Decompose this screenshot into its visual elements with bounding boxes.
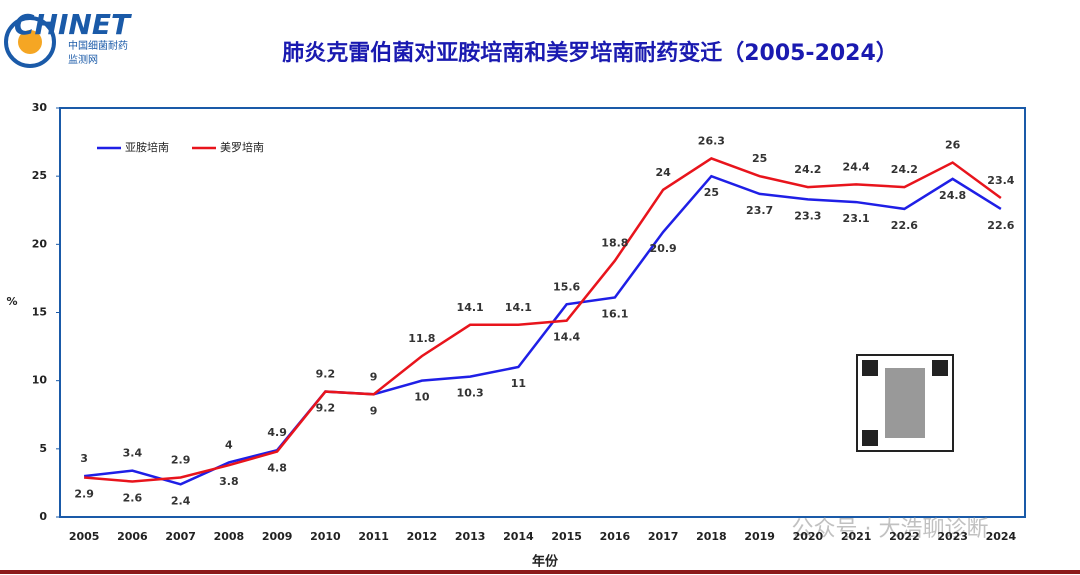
y-tick-label: 20 (32, 237, 48, 250)
x-tick-label: 2007 (165, 530, 196, 543)
x-tick-label: 2014 (503, 530, 534, 543)
watermark: 公众号 · 大浩聊诊断 (792, 517, 989, 542)
logo-name: CHINET (14, 8, 132, 41)
data-label: 3 (80, 452, 88, 465)
data-label: 9.2 (316, 402, 336, 415)
y-tick-label: 5 (39, 442, 47, 455)
data-label: 4.9 (267, 426, 287, 439)
legend-label: 美罗培南 (220, 140, 264, 154)
x-tick-label: 2006 (117, 530, 148, 543)
data-label: 24.2 (891, 163, 918, 176)
data-label: 11 (511, 377, 526, 390)
data-label: 2.9 (171, 453, 191, 466)
logo-dot (18, 30, 42, 54)
x-tick-label: 2011 (358, 530, 389, 543)
x-tick-label: 2012 (407, 530, 438, 543)
data-label: 26.3 (698, 134, 725, 147)
data-label: 9 (370, 404, 378, 417)
y-tick-label: 30 (32, 101, 48, 114)
data-label: 22.6 (891, 219, 918, 232)
data-label: 14.4 (553, 331, 580, 344)
plot-frame (59, 107, 1026, 518)
y-tick-label: 0 (39, 510, 47, 523)
x-tick-label: 2008 (214, 530, 245, 543)
series-line (84, 157, 1002, 483)
x-tick-label: 2023 (937, 530, 968, 543)
x-tick-label: 2013 (455, 530, 486, 543)
data-label: 25 (704, 186, 719, 199)
data-label: 11.8 (408, 332, 435, 345)
data-label: 10 (414, 391, 430, 404)
x-tick-label: 2017 (648, 530, 679, 543)
data-label: 2.4 (171, 494, 191, 507)
qr-code (856, 354, 954, 452)
data-label: 23.1 (843, 212, 870, 225)
x-tick-label: 2010 (310, 530, 341, 543)
data-label: 15.6 (553, 280, 580, 293)
data-label: 26 (945, 139, 961, 152)
y-axis-title: % (6, 295, 17, 308)
data-label: 24 (655, 166, 671, 179)
legend-label: 亚胺培南 (125, 140, 169, 154)
data-label: 3.8 (219, 475, 239, 488)
data-label: 14.1 (457, 301, 484, 314)
logo-subtitle: 监测网 (68, 53, 98, 66)
data-label: 14.1 (505, 301, 532, 314)
x-tick-label: 2022 (889, 530, 920, 543)
x-tick-label: 2015 (551, 530, 582, 543)
data-label: 16.1 (601, 308, 628, 321)
chart-title: 肺炎克雷伯菌对亚胺培南和美罗培南耐药变迁（2005-2024） (282, 40, 898, 66)
y-tick-label: 15 (32, 306, 47, 319)
y-tick-label: 25 (32, 169, 47, 182)
data-label: 24.4 (843, 160, 870, 173)
x-axis-title: 年份 (532, 554, 559, 570)
data-label: 23.4 (987, 174, 1014, 187)
data-label: 10.3 (457, 387, 484, 400)
x-tick-label: 2019 (744, 530, 775, 543)
y-tick-label: 10 (32, 374, 48, 387)
data-label: 4.8 (267, 462, 287, 475)
data-label: 9.2 (316, 368, 336, 381)
x-tick-label: 2021 (841, 530, 872, 543)
data-label: 23.3 (794, 209, 821, 222)
x-tick-label: 2016 (600, 530, 631, 543)
x-tick-label: 2020 (793, 530, 824, 543)
data-label: 25 (752, 152, 767, 165)
x-tick-label: 2018 (696, 530, 727, 543)
x-tick-label: 2009 (262, 530, 293, 543)
data-label: 2.6 (123, 492, 143, 505)
logo-ring (4, 16, 56, 68)
data-label: 18.8 (601, 237, 628, 250)
data-label: 24.8 (939, 189, 966, 202)
data-label: 3.4 (123, 447, 143, 460)
data-label: 4 (225, 438, 233, 451)
data-label: 9 (370, 370, 378, 383)
series-line (83, 174, 1002, 486)
x-tick-label: 2024 (986, 530, 1017, 543)
data-label: 22.6 (987, 219, 1014, 232)
data-label: 2.9 (74, 487, 94, 500)
x-tick-label: 2005 (69, 530, 100, 543)
logo-subtitle: 中国细菌耐药 (68, 39, 128, 52)
data-label: 23.7 (746, 204, 773, 217)
data-label: 24.2 (794, 163, 821, 176)
data-label: 20.9 (650, 242, 677, 255)
